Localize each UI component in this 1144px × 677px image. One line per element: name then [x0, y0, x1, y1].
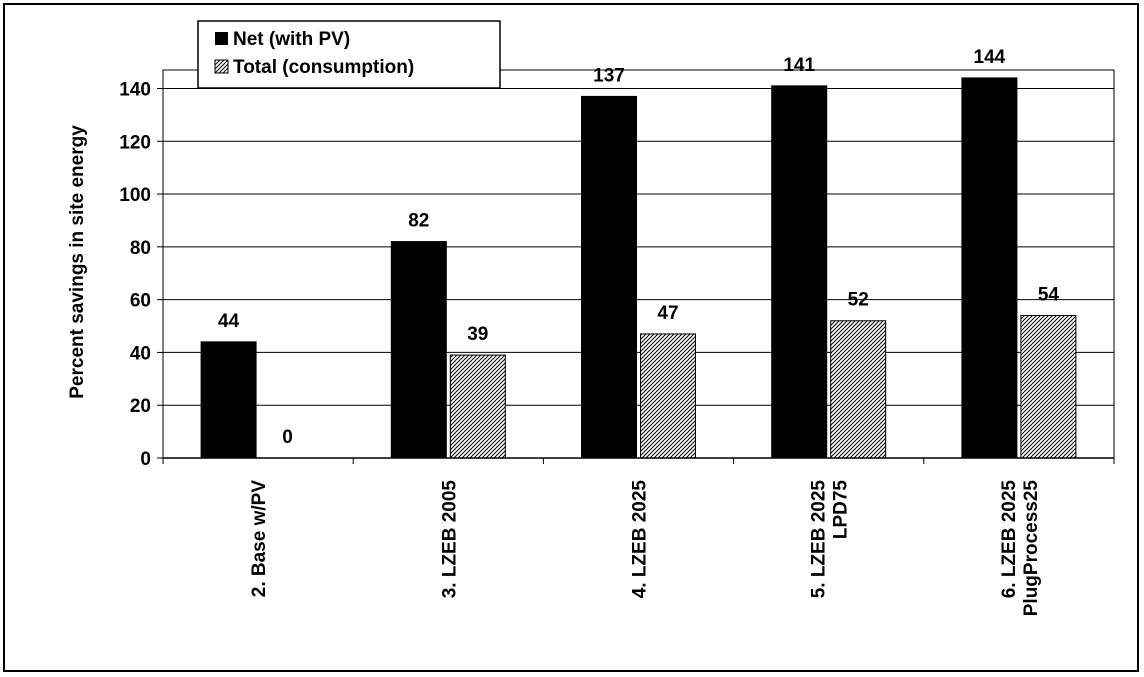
legend-label-total: Total (consumption): [233, 57, 414, 78]
x-tick-label: 6. LZEB 2025PlugProcess25: [999, 480, 1042, 617]
bar-net: [771, 85, 828, 459]
data-label: 54: [1038, 284, 1060, 305]
gridlines: [163, 87, 1114, 406]
x-tick-label-line: 3. LZEB 2005: [439, 480, 460, 599]
data-label: 144: [974, 47, 1006, 68]
x-tick-label-line: 5. LZEB 2025: [809, 480, 830, 599]
data-label: 52: [848, 290, 869, 311]
legend-swatch-total: [214, 59, 229, 74]
data-label: 39: [467, 324, 488, 345]
data-label: 44: [218, 311, 240, 332]
y-tick-label: 60: [130, 291, 151, 312]
x-tick-labels: 2. Base w/PV 3. LZEB 2005 4. LZEB 2025 5. L…: [249, 480, 1042, 617]
chart-frame: [3, 3, 1139, 672]
data-label: 137: [593, 65, 625, 86]
bar-net: [961, 77, 1018, 459]
data-label: 0: [282, 427, 293, 448]
y-tick-label: 0: [140, 449, 151, 470]
x-tick-label-line: LPD75: [831, 480, 852, 540]
data-label: 82: [408, 211, 429, 232]
y-tick-label: 40: [130, 343, 151, 364]
legend-box: [197, 20, 501, 89]
x-tick-label: 3. LZEB 2005: [439, 480, 460, 599]
x-tick-label: 2. Base w/PV: [249, 480, 270, 598]
bars: [200, 77, 1077, 459]
bar-net: [390, 241, 447, 459]
x-tick-label-line: 6. LZEB 2025: [999, 480, 1020, 599]
bar-total: [1020, 314, 1077, 459]
y-tick-label: 100: [119, 185, 151, 206]
y-tick-label: 140: [119, 79, 151, 100]
x-tick-label: 4. LZEB 2025: [630, 480, 651, 599]
bar-total: [640, 333, 696, 459]
y-tick-labels: 0 20 40 60 80 100 120 140: [119, 79, 151, 470]
bar-total: [830, 320, 887, 459]
y-tick-label: 120: [119, 132, 151, 153]
y-tick-label: 80: [130, 238, 151, 259]
legend: Net (with PV) Total (consumption): [197, 20, 501, 89]
bar-net: [581, 95, 637, 459]
data-labels: 44 0 82 39 137 47 141 52 144 54: [218, 47, 1059, 448]
bar-net: [200, 341, 257, 459]
y-axis-label: Percent savings in site energy: [67, 125, 88, 399]
x-tick-label-line: PlugProcess25: [1021, 480, 1042, 617]
legend-swatch-net: [215, 32, 228, 45]
y-tick-label: 20: [130, 396, 151, 417]
data-label: 47: [657, 303, 678, 324]
bar-total: [449, 354, 506, 459]
x-tick-label-line: 4. LZEB 2025: [630, 480, 651, 599]
data-label: 141: [783, 55, 815, 76]
x-tick-label-line: 2. Base w/PV: [249, 480, 270, 598]
legend-label-net: Net (with PV): [233, 29, 350, 50]
axes: [157, 69, 1115, 464]
x-tick-label: 5. LZEB 2025LPD75: [809, 480, 852, 599]
